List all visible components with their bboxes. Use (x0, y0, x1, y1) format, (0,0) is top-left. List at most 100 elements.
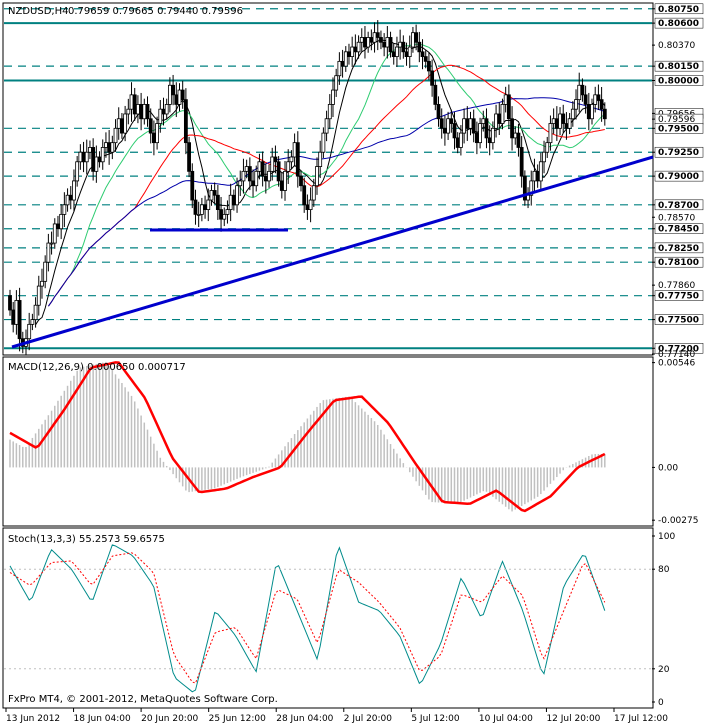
candle-body (97, 156, 102, 163)
candle-body (548, 123, 553, 144)
candle-body (433, 84, 438, 105)
candle-body (382, 41, 387, 48)
candle-body (190, 170, 195, 201)
time-tick-label: 12 Jul 20:00 (546, 714, 600, 724)
horizontal-levels[interactable] (4, 8, 652, 350)
candle-body (478, 123, 482, 144)
candle-body (145, 104, 150, 120)
price-tick-label: 0.77200 (658, 344, 699, 354)
price-tick-label: 0.79000 (658, 172, 699, 182)
candle-body (538, 161, 543, 182)
candle-body (558, 113, 562, 129)
candle-body (535, 170, 540, 182)
macd-tick-label: 0.00546 (658, 359, 695, 369)
candle-body (554, 118, 559, 129)
time-tick-label: 17 Jul 12:00 (614, 714, 668, 724)
candle-body (251, 180, 255, 187)
candle-body (417, 41, 422, 53)
candle-body (372, 32, 377, 43)
candle-body (510, 118, 514, 139)
candle-body (350, 46, 355, 57)
time-tick-label: 13 Jun 2012 (6, 714, 60, 724)
price-tick-label: 0.77140 (658, 350, 695, 360)
price-tick-label: 0.77500 (658, 316, 699, 326)
candle-body (526, 194, 530, 201)
candle-body (545, 142, 550, 153)
candle-body (567, 118, 572, 129)
candle-body (353, 46, 358, 53)
candle-body (206, 199, 211, 211)
candle-body (167, 84, 172, 105)
candle-body (113, 127, 118, 144)
time-tick-label: 20 Jun 20:00 (141, 714, 198, 724)
candle-body (404, 51, 409, 57)
candle-body (522, 175, 527, 201)
macd-axis: 0.00546 0.00 -0.00275 (652, 359, 698, 526)
candle-body (401, 41, 406, 53)
main-panel-frame (2, 2, 654, 356)
candle-body (244, 166, 249, 172)
candle-body (484, 118, 489, 139)
candle-body (132, 94, 137, 115)
candle-body (273, 156, 278, 163)
stoch-axis: 100 80 20 0 (4, 532, 675, 708)
trendlines[interactable] (11, 155, 654, 349)
candle-body (366, 37, 371, 48)
candle-body (449, 118, 454, 124)
candle-body (331, 89, 335, 105)
candle-body (369, 37, 374, 43)
candle-body (407, 46, 412, 57)
candle-body (593, 94, 598, 105)
candle-body (343, 51, 348, 67)
candle-body (30, 319, 35, 325)
candle-body (65, 194, 70, 206)
candle-body (490, 127, 495, 144)
candle-body (247, 166, 252, 182)
candle-body (590, 104, 594, 120)
candle-body (254, 170, 259, 187)
candle-body (279, 180, 284, 191)
candle-body (455, 137, 460, 148)
price-tick-label: 0.79596 (658, 115, 695, 125)
price-tick-label: 0.77750 (658, 292, 699, 302)
time-tick-label: 28 Jun 04:00 (276, 714, 333, 724)
candle-body (391, 51, 396, 57)
candle-body (500, 104, 505, 124)
time-tick-label: 18 Jun 04:00 (74, 714, 131, 724)
candle-body (423, 56, 428, 62)
macd-tick-label: 0.00 (658, 463, 678, 473)
candle-body (299, 175, 303, 187)
price-tick-label: 0.80000 (658, 77, 699, 87)
time-tick-label: 5 Jul 12:00 (411, 714, 460, 724)
candle-body (580, 84, 585, 96)
moving-average-line (35, 39, 606, 325)
stoch-panel-frame (2, 527, 654, 709)
candle-body (446, 118, 451, 134)
macd-signal-line (9, 361, 606, 513)
symbol-title: NZDUSD,H4 (8, 6, 68, 17)
candle-body (155, 123, 160, 144)
candle-body (180, 89, 185, 101)
candle-body (40, 280, 44, 287)
candle-body (340, 60, 345, 67)
candle-body (62, 204, 67, 215)
rising-trendline[interactable] (11, 155, 654, 349)
candle-body (59, 213, 64, 230)
candle-body (84, 151, 89, 163)
candle-body (359, 37, 364, 43)
candle-body (602, 108, 607, 120)
price-tick-label: 0.80600 (658, 19, 699, 29)
candle-body (17, 300, 22, 340)
candle-body (196, 213, 201, 216)
candle-body (219, 209, 223, 220)
candle-body (126, 108, 131, 115)
candle-body (513, 132, 518, 139)
candle-body (27, 323, 32, 340)
candle-body (283, 170, 287, 191)
candle-body (100, 147, 105, 163)
macd-tick-label: -0.00275 (658, 516, 698, 526)
candle-body (577, 84, 582, 101)
candle-body (158, 108, 163, 124)
candle-body (468, 118, 473, 129)
candle-body (209, 190, 214, 201)
